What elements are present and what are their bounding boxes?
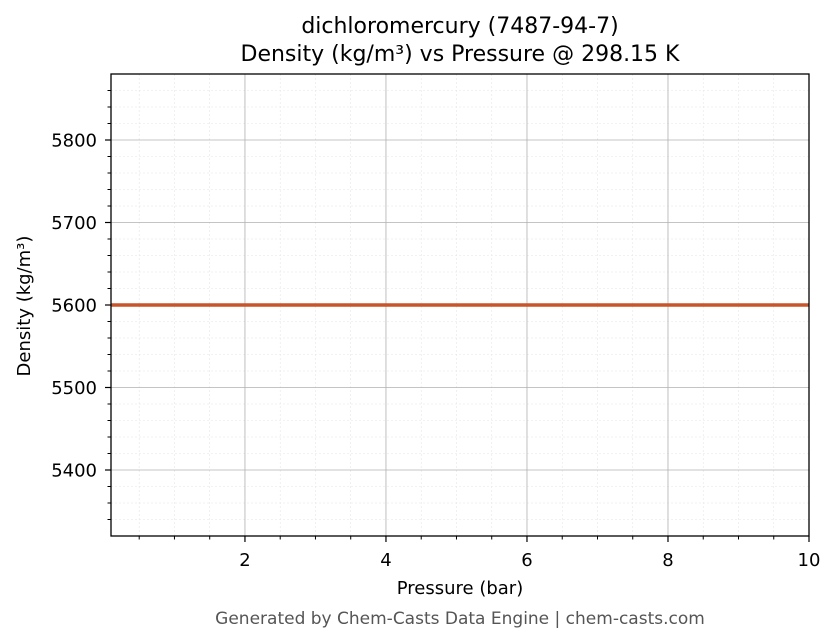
y-axis-ticks: 5400 5500 5600 5700 5800 — [51, 90, 111, 520]
y-tick-label: 5400 — [51, 461, 97, 482]
y-tick-label: 5700 — [51, 213, 97, 234]
x-tick-label: 10 — [798, 550, 821, 571]
x-tick-label: 2 — [239, 550, 250, 571]
chart-title-line2: Density (kg/m³) vs Pressure @ 298.15 K — [241, 42, 681, 67]
x-tick-label: 4 — [380, 550, 391, 571]
minor-grid — [111, 74, 809, 536]
chart-title-line1: dichloromercury (7487-94-7) — [301, 14, 618, 39]
y-tick-label: 5800 — [51, 131, 97, 152]
x-axis-label: Pressure (bar) — [397, 578, 523, 599]
y-tick-label: 5600 — [51, 296, 97, 317]
x-tick-label: 6 — [521, 550, 532, 571]
y-axis-label: Density (kg/m³) — [14, 236, 35, 377]
y-tick-label: 5500 — [51, 378, 97, 399]
x-axis-ticks: 2 4 6 8 10 — [138, 536, 821, 571]
footer-credit: Generated by Chem-Casts Data Engine | ch… — [215, 609, 705, 629]
x-tick-label: 8 — [662, 550, 673, 571]
